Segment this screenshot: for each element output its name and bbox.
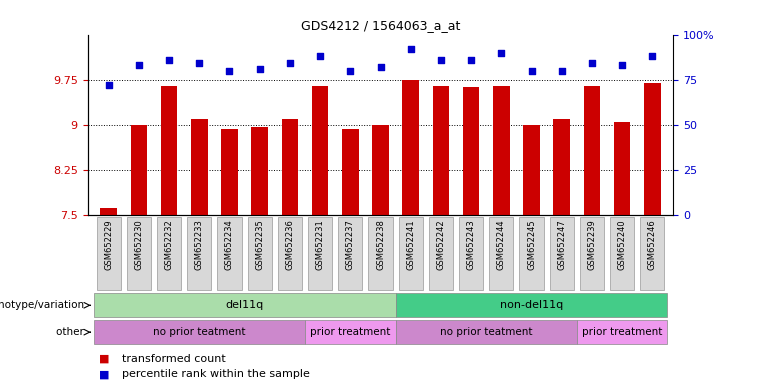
Bar [463,87,479,215]
Text: GSM652241: GSM652241 [406,219,416,270]
Text: GSM652231: GSM652231 [316,219,325,270]
Text: ■: ■ [99,369,110,379]
FancyBboxPatch shape [459,217,483,290]
FancyBboxPatch shape [94,293,396,317]
Text: GSM652236: GSM652236 [285,219,295,270]
Bar [282,119,298,215]
FancyBboxPatch shape [580,217,604,290]
Point [405,46,417,52]
FancyBboxPatch shape [396,293,667,317]
Title: GDS4212 / 1564063_a_at: GDS4212 / 1564063_a_at [301,19,460,32]
Point [465,57,477,63]
Bar [342,129,358,215]
Bar [191,119,208,215]
FancyBboxPatch shape [94,320,305,344]
Point [163,57,175,63]
FancyBboxPatch shape [97,217,121,290]
FancyBboxPatch shape [399,217,423,290]
FancyBboxPatch shape [396,320,577,344]
Text: GSM652240: GSM652240 [618,219,626,270]
Text: GSM652247: GSM652247 [557,219,566,270]
Bar [161,86,177,215]
Bar [524,125,540,215]
Text: no prior teatment: no prior teatment [153,327,246,337]
Bar [221,129,237,215]
Text: GSM652243: GSM652243 [466,219,476,270]
FancyBboxPatch shape [305,320,396,344]
Text: non-del11q: non-del11q [500,300,563,310]
Text: GSM652242: GSM652242 [436,219,445,270]
Point [284,60,296,66]
Point [193,60,205,66]
FancyBboxPatch shape [187,217,212,290]
Bar [432,86,449,215]
Text: del11q: del11q [225,300,264,310]
Text: genotype/variation: genotype/variation [0,300,88,310]
FancyBboxPatch shape [157,217,181,290]
Point [132,62,145,68]
FancyBboxPatch shape [218,217,241,290]
Point [253,66,266,72]
Point [103,82,115,88]
Point [495,50,508,56]
Text: other: other [56,327,88,337]
Text: GSM652239: GSM652239 [587,219,597,270]
Point [344,68,356,74]
Text: GSM652245: GSM652245 [527,219,536,270]
Point [525,68,537,74]
FancyBboxPatch shape [127,217,151,290]
Text: GSM652232: GSM652232 [164,219,174,270]
Text: GSM652233: GSM652233 [195,219,204,270]
FancyBboxPatch shape [520,217,543,290]
Point [556,68,568,74]
FancyBboxPatch shape [489,217,514,290]
Bar [584,86,600,215]
Bar [403,80,419,215]
FancyBboxPatch shape [368,217,393,290]
FancyBboxPatch shape [640,217,664,290]
Text: prior treatment: prior treatment [582,327,662,337]
Point [314,53,326,59]
Point [374,64,387,70]
Text: GSM652237: GSM652237 [345,219,355,270]
Text: GSM652230: GSM652230 [135,219,143,270]
Bar [372,125,389,215]
Text: percentile rank within the sample: percentile rank within the sample [122,369,310,379]
Text: GSM652234: GSM652234 [225,219,234,270]
Text: prior treatment: prior treatment [310,327,390,337]
FancyBboxPatch shape [247,217,272,290]
FancyBboxPatch shape [429,217,453,290]
Bar [493,86,510,215]
Point [586,60,598,66]
Bar [131,125,147,215]
Point [646,53,658,59]
Text: GSM652235: GSM652235 [255,219,264,270]
Bar [100,208,117,215]
Text: GSM652246: GSM652246 [648,219,657,270]
Text: GSM652238: GSM652238 [376,219,385,270]
FancyBboxPatch shape [308,217,332,290]
Point [616,62,629,68]
Bar [251,127,268,215]
Text: GSM652229: GSM652229 [104,219,113,270]
Bar [644,83,661,215]
FancyBboxPatch shape [610,217,634,290]
Bar [312,86,329,215]
Text: transformed count: transformed count [122,354,225,364]
Text: ■: ■ [99,354,110,364]
FancyBboxPatch shape [549,217,574,290]
FancyBboxPatch shape [577,320,667,344]
FancyBboxPatch shape [278,217,302,290]
Text: GSM652244: GSM652244 [497,219,506,270]
Bar [614,122,630,215]
Point [435,57,447,63]
FancyBboxPatch shape [338,217,362,290]
Text: no prior teatment: no prior teatment [440,327,533,337]
Point [224,68,236,74]
Bar [553,119,570,215]
